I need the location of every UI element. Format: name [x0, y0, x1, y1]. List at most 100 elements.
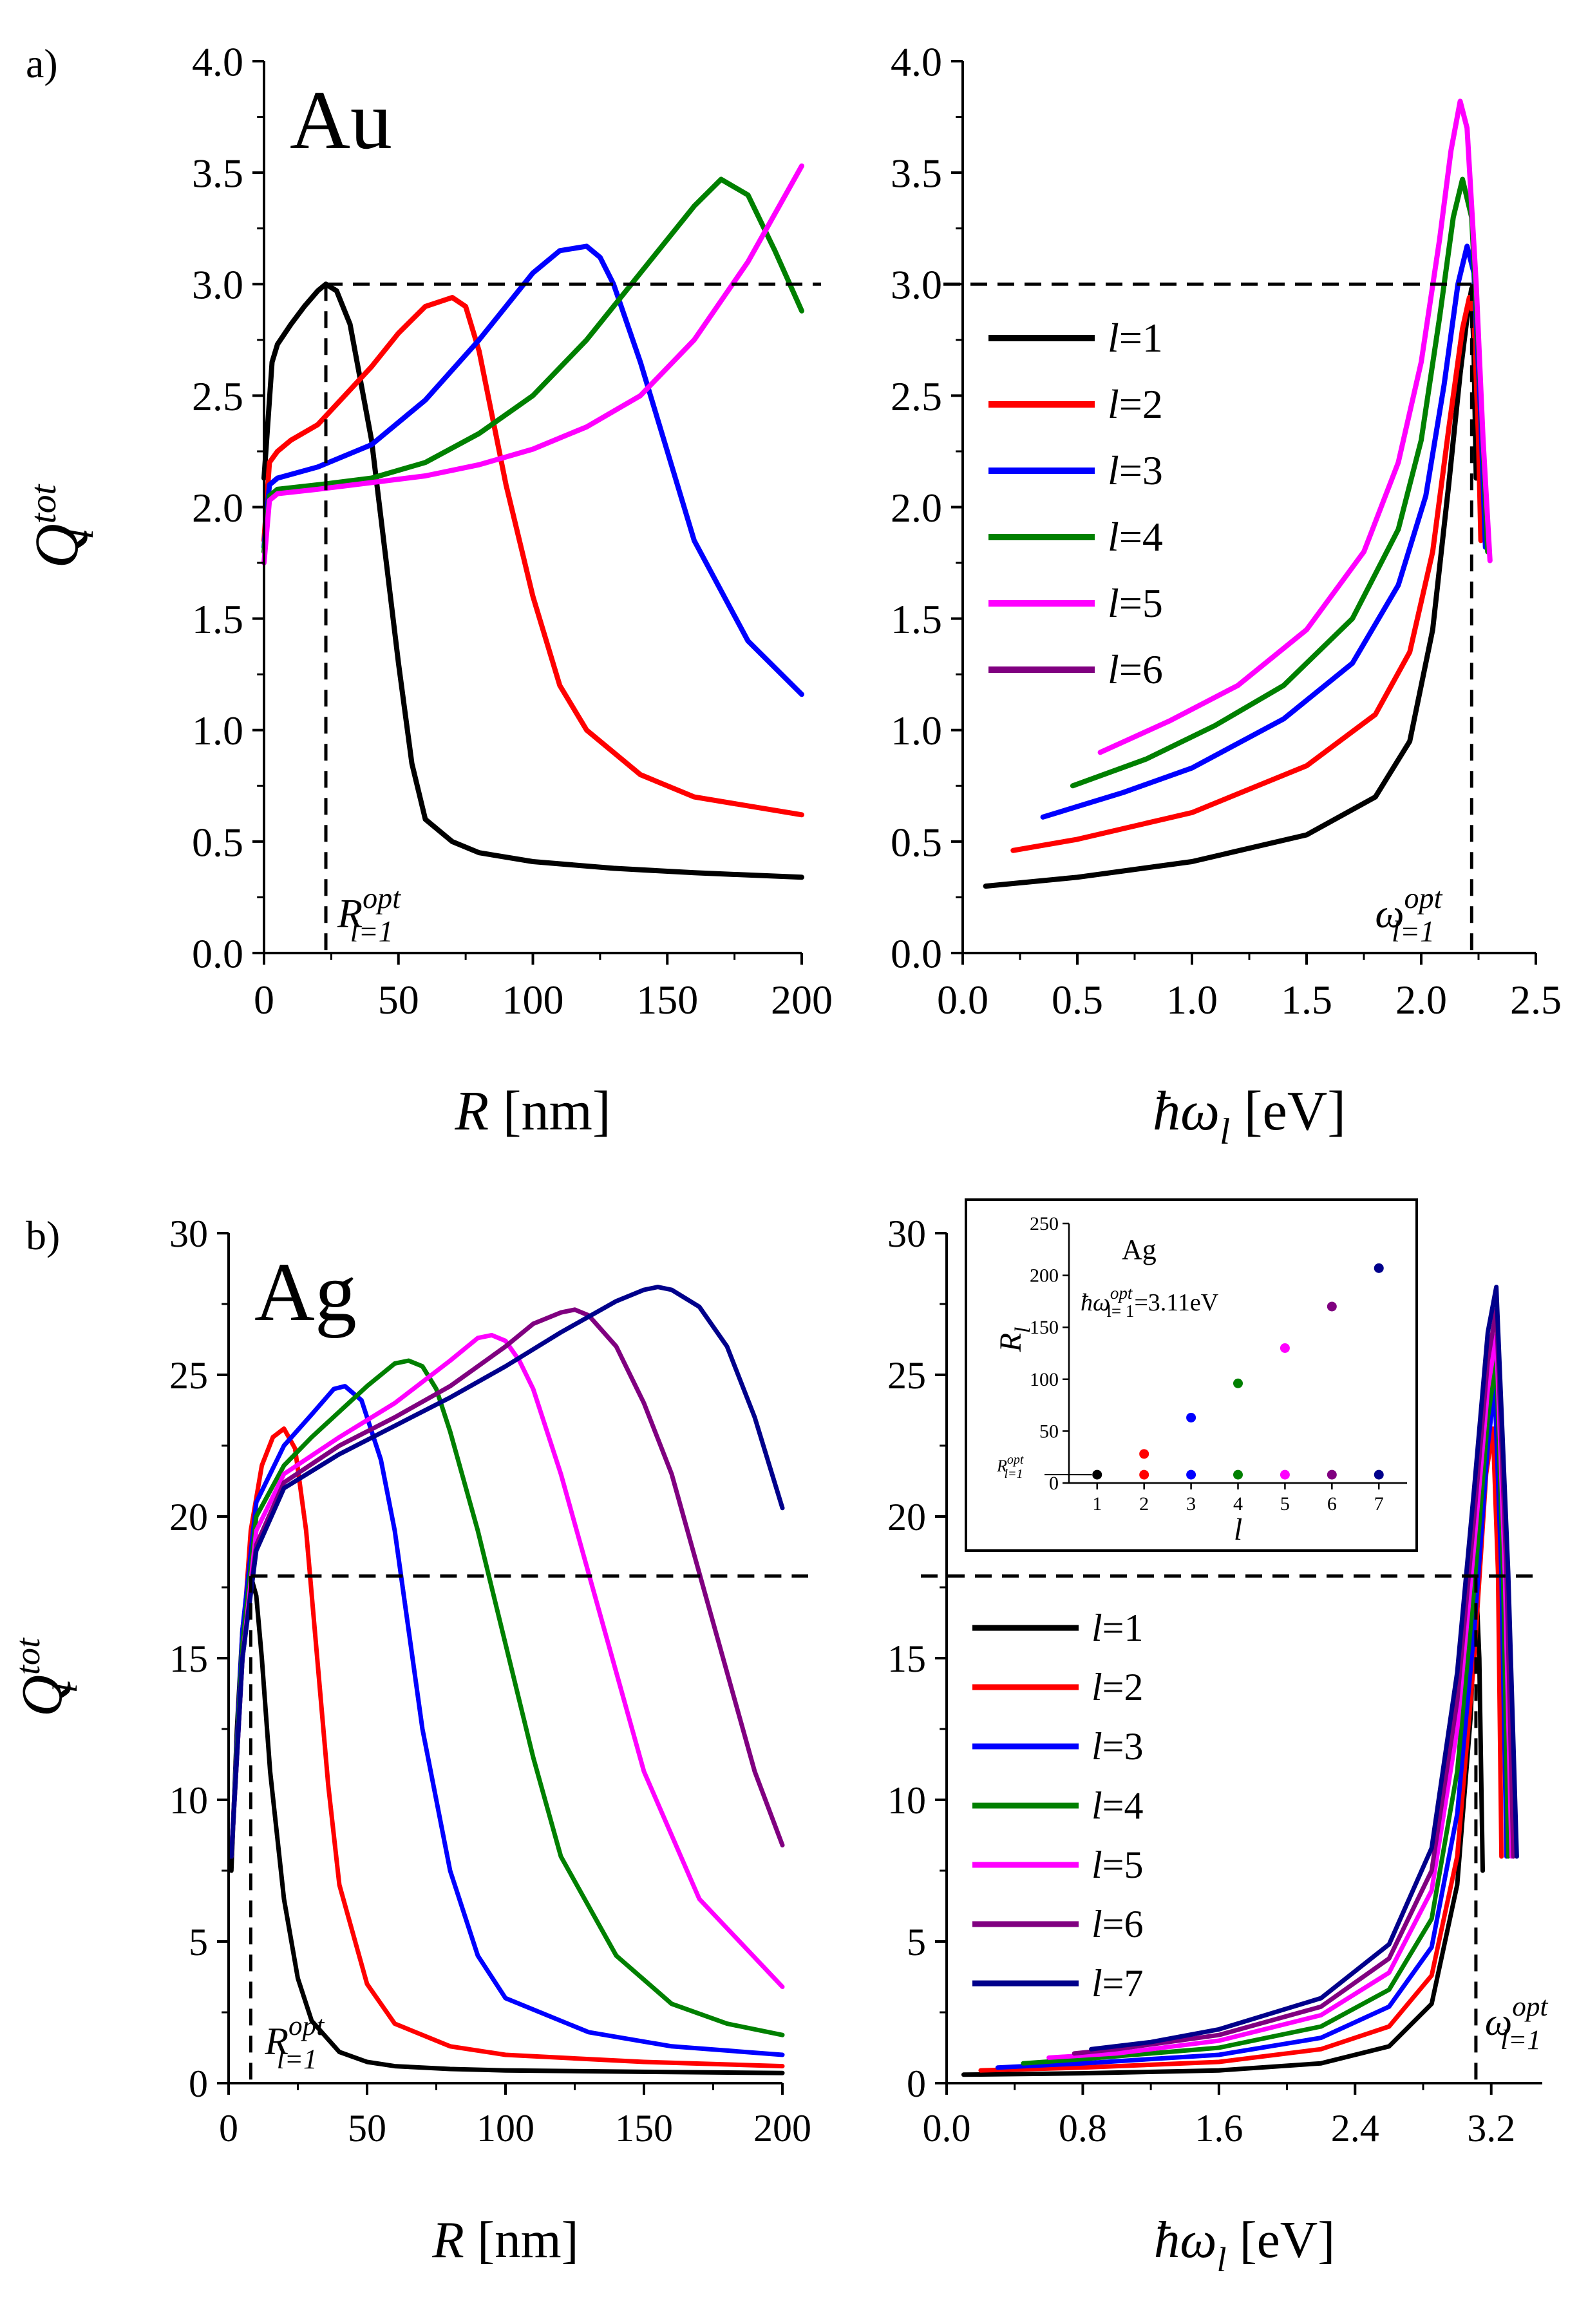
inset-y-label: Rl: [994, 1327, 1035, 1353]
inset-point-upper: [1280, 1343, 1290, 1353]
ag-omega-series-l=2: [978, 1426, 1504, 2073]
ag-omega-y-tick-label: 10: [887, 1779, 926, 1822]
inset-point-lower: [1186, 1469, 1196, 1480]
ag-omega-x-tick-label: 3.2: [1467, 2107, 1515, 2149]
ag-omega-y-tick-label: 0: [907, 2063, 926, 2105]
au-omega-series-l=2: [1010, 295, 1484, 853]
ag-omega-x-tick-label: 0.0: [923, 2107, 971, 2149]
au-r-y-tick-label: 4.0: [192, 39, 243, 84]
ag-omega-legend-label: l=5: [1092, 1844, 1144, 1886]
au-omega-y-tick-label: 4.0: [891, 39, 942, 84]
inset-title: Ag: [1122, 1234, 1157, 1265]
au-r-series-l=3: [261, 243, 804, 697]
ag-omega-series-l=3: [995, 1384, 1509, 2070]
ag-omega-series-l=7: [1089, 1285, 1519, 2052]
au-r-series-l=1: [261, 281, 804, 880]
au-r-panel-label: a): [26, 41, 58, 86]
chart-au-r: 0 50 100 150 200 0.0 0.5 1.0 1.5 2.0 2.5 3.0 3.5 4.0 R…: [22, 39, 833, 1142]
au-r-series-l=5: [261, 163, 804, 566]
au-r-material-label: Au: [290, 74, 392, 167]
au-r-x-tick-label: 150: [636, 977, 698, 1023]
ag-r-series-l=5: [229, 1332, 785, 1989]
ag-r-series-l=3: [229, 1384, 785, 2057]
inset-point-lower: [1280, 1469, 1290, 1480]
au-omega-y-tick-label: 2.5: [891, 373, 942, 419]
inset-x-tick-label: 7: [1374, 1493, 1384, 1515]
au-r-y-tick-label: 0.5: [192, 819, 243, 865]
au-r-y-tick-label: 1.0: [192, 708, 243, 753]
ag-r-y-tick-label: 5: [189, 1921, 208, 1963]
inset-frame: [965, 1198, 1418, 1552]
au-omega-y-tick-label: 3.5: [891, 151, 942, 196]
au-omega-legend-label: l=2: [1108, 381, 1163, 427]
ag-omega-legend-label: l=4: [1092, 1784, 1144, 1827]
au-r-y-tick-label: 2.0: [192, 485, 243, 531]
au-r-opt-annotation: Ropt l=1: [337, 882, 401, 948]
inset-x-tick-label: 4: [1233, 1493, 1243, 1515]
ag-r-y-tick-label: 15: [169, 1638, 208, 1680]
au-r-x-tick-label: 50: [378, 977, 419, 1023]
ag-omega-x-tick-label: 2.4: [1331, 2107, 1379, 2149]
inset-y-tick-label: 200: [1030, 1265, 1059, 1287]
ag-r-x-tick-label: 200: [753, 2107, 811, 2149]
ag-r-y-tick-label: 25: [169, 1354, 208, 1397]
au-r-y-tick-label: 1.5: [192, 596, 243, 642]
inset-y-tick-label: 150: [1030, 1317, 1059, 1338]
inset-point-lower: [1327, 1469, 1337, 1480]
au-omega-x-tick-label: 0.0: [937, 977, 988, 1023]
ag-omega-x-tick-label: 1.6: [1195, 2107, 1243, 2149]
inset-point-upper: [1186, 1412, 1196, 1422]
inset-point-upper: [1374, 1263, 1384, 1273]
ag-r-x-tick-label: 150: [615, 2107, 673, 2149]
inset-x-tick-label: 1: [1092, 1493, 1102, 1515]
ag-r-y-tick-label: 30: [169, 1213, 208, 1255]
ag-omega-legend-label: l=3: [1092, 1725, 1144, 1768]
au-omega-x-tick-label: 2.0: [1395, 977, 1447, 1023]
ag-r-x-label: R [nm]: [431, 2211, 578, 2269]
inset-point-lower: [1233, 1469, 1243, 1480]
au-r-series-l=2: [261, 295, 804, 818]
inset-point-upper: [1139, 1449, 1149, 1459]
inset-point-upper: [1327, 1301, 1337, 1312]
ag-r-opt-annotation: Ropt l=1: [264, 2011, 325, 2075]
inset-point-lower: [1139, 1469, 1149, 1480]
au-omega-x-tick-label: 1.5: [1281, 977, 1332, 1023]
au-omega-y-tick-label: 3.0: [891, 262, 942, 308]
ag-r-series-l=6: [229, 1307, 785, 1859]
au-omega-x-tick-label: 1.0: [1166, 977, 1218, 1023]
inset-y-tick-label: 100: [1030, 1369, 1059, 1390]
au-r-x-tick-label: 200: [771, 977, 833, 1023]
au-omega-series-l=5: [1097, 99, 1493, 755]
ag-r-x-tick-label: 100: [477, 2107, 534, 2149]
ag-omega-y-tick-label: 30: [887, 1213, 926, 1255]
au-r-y-tick-label: 3.0: [192, 262, 243, 308]
au-r-y-label: Qtotl: [22, 483, 101, 568]
ag-omega-legend-label: l=2: [1092, 1666, 1144, 1708]
inset-x-tick-label: 3: [1186, 1493, 1196, 1515]
ag-omega-series-l=1: [961, 1573, 1485, 2077]
ag-r-x-tick-label: 50: [348, 2107, 386, 2149]
ag-omega-x-tick-label: 0.8: [1059, 2107, 1107, 2149]
au-omega-y-tick-label: 0.5: [891, 819, 942, 865]
inset-x-tick-label: 6: [1327, 1493, 1337, 1515]
ag-omega-legend-label: l=1: [1092, 1607, 1144, 1649]
inset-point-lower: [1374, 1469, 1384, 1480]
inset-y-tick-label: 50: [1039, 1421, 1059, 1442]
inset-x-tick-label: 5: [1280, 1493, 1290, 1515]
au-omega-x-tick-label: 0.5: [1052, 977, 1103, 1023]
au-omega-legend-label: l=5: [1108, 580, 1163, 626]
au-r-y-tick-label: 3.5: [192, 151, 243, 196]
inset-x-tick-label: 2: [1139, 1493, 1149, 1515]
ag-omega-y-tick-label: 25: [887, 1354, 926, 1397]
au-omega-y-tick-label: 1.5: [891, 596, 942, 642]
ag-r-material-label: Ag: [254, 1246, 357, 1339]
inset-annotation: ħωopt l= 1=3.11eV: [1081, 1283, 1219, 1321]
inset-y-tick-label: 0: [1049, 1473, 1059, 1494]
ag-omega-opt-annotation: ωopt l=1: [1485, 1992, 1549, 2055]
au-omega-opt-annotation: ωopt l=1: [1375, 882, 1442, 948]
ag-r-y-tick-label: 0: [189, 2063, 208, 2105]
ag-omega-x-label: ħωl [eV]: [1154, 2211, 1335, 2279]
au-r-series-l=4: [261, 176, 804, 554]
